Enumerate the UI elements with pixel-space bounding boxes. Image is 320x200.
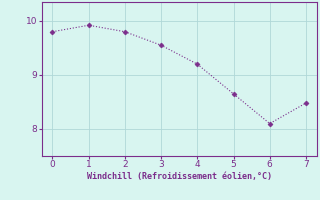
X-axis label: Windchill (Refroidissement éolien,°C): Windchill (Refroidissement éolien,°C) [87, 172, 272, 181]
